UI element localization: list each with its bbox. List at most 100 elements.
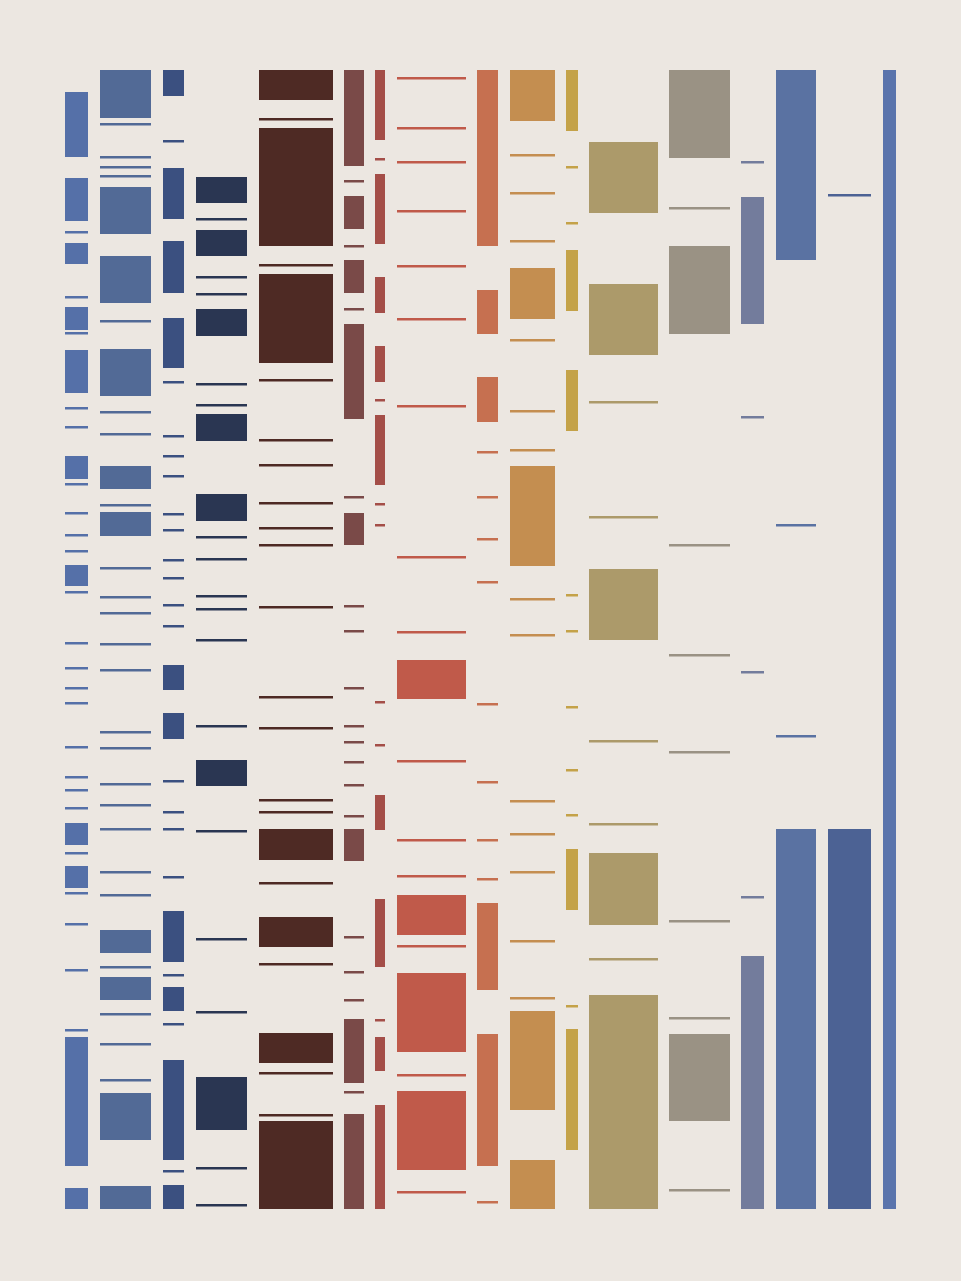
- hairline: [344, 245, 364, 248]
- block: [65, 1037, 88, 1166]
- block: [776, 70, 816, 260]
- hairline: [196, 218, 247, 221]
- hairline: [510, 449, 555, 452]
- hairline: [65, 892, 88, 895]
- hairline: [65, 667, 88, 670]
- hairline: [741, 416, 764, 419]
- hairline: [100, 643, 151, 646]
- hairline: [100, 828, 151, 831]
- hairline: [397, 875, 466, 878]
- hairline: [477, 496, 498, 499]
- hairline: [163, 625, 184, 628]
- hairline: [477, 581, 498, 584]
- block: [65, 866, 88, 888]
- block: [196, 1077, 247, 1130]
- block: [100, 930, 151, 953]
- block: [375, 899, 385, 967]
- block: [196, 230, 247, 256]
- hairline: [196, 1204, 247, 1207]
- block: [344, 70, 364, 166]
- hairline: [196, 938, 247, 941]
- block: [259, 274, 333, 363]
- hairline: [344, 1091, 364, 1094]
- hairline: [397, 127, 466, 130]
- hairline: [510, 598, 555, 601]
- block: [477, 1034, 498, 1166]
- hairline: [375, 503, 385, 506]
- hairline: [100, 567, 151, 570]
- hairline: [196, 536, 247, 539]
- hairline: [397, 265, 466, 268]
- block: [65, 178, 88, 221]
- hairline: [65, 702, 88, 705]
- hairline: [259, 1114, 333, 1117]
- hairline: [741, 896, 764, 899]
- hairline: [344, 308, 364, 311]
- block: [477, 290, 498, 334]
- hairline: [510, 410, 555, 413]
- hairline: [669, 1017, 730, 1020]
- block: [100, 466, 151, 489]
- block: [65, 307, 88, 330]
- hairline: [375, 1019, 385, 1022]
- hairline: [196, 1011, 247, 1014]
- hairline: [100, 731, 151, 734]
- hairline: [65, 426, 88, 429]
- hairline: [65, 231, 88, 234]
- block: [65, 823, 88, 845]
- hairline: [163, 974, 184, 977]
- hairline: [65, 687, 88, 690]
- block: [477, 70, 498, 246]
- hairline: [477, 878, 498, 881]
- hairline: [163, 455, 184, 458]
- hairline: [196, 608, 247, 611]
- block: [196, 494, 247, 521]
- block: [259, 128, 333, 246]
- hairline: [100, 669, 151, 672]
- block: [100, 1093, 151, 1140]
- block: [566, 849, 578, 910]
- hairline: [65, 534, 88, 537]
- hairline: [100, 596, 151, 599]
- hairline: [375, 701, 385, 704]
- block: [375, 1037, 385, 1071]
- block: [510, 70, 555, 121]
- hairline: [344, 999, 364, 1002]
- hairline: [397, 210, 466, 213]
- hairline: [510, 634, 555, 637]
- hairline: [477, 839, 498, 842]
- hairline: [100, 504, 151, 507]
- block: [375, 795, 385, 830]
- block: [65, 565, 88, 586]
- hairline: [397, 405, 466, 408]
- block: [477, 377, 498, 422]
- hairline: [344, 725, 364, 728]
- block: [100, 349, 151, 396]
- hairline: [65, 776, 88, 779]
- block: [397, 1091, 466, 1170]
- hairline: [259, 527, 333, 530]
- hairline: [397, 1074, 466, 1077]
- block: [741, 956, 764, 1209]
- hairline: [566, 166, 578, 169]
- block: [344, 513, 364, 545]
- hairline: [566, 769, 578, 772]
- hairline: [344, 180, 364, 183]
- hairline: [397, 77, 466, 80]
- hairline: [259, 882, 333, 885]
- block: [163, 911, 184, 962]
- block: [344, 829, 364, 861]
- block: [163, 318, 184, 368]
- hairline: [100, 433, 151, 436]
- block: [196, 414, 247, 441]
- hairline: [828, 194, 871, 197]
- block: [589, 995, 658, 1209]
- hairline: [344, 687, 364, 690]
- hairline: [397, 161, 466, 164]
- hairline: [259, 727, 333, 730]
- hairline: [510, 192, 555, 195]
- hairline: [65, 550, 88, 553]
- hairline: [65, 483, 88, 486]
- hairline: [375, 158, 385, 161]
